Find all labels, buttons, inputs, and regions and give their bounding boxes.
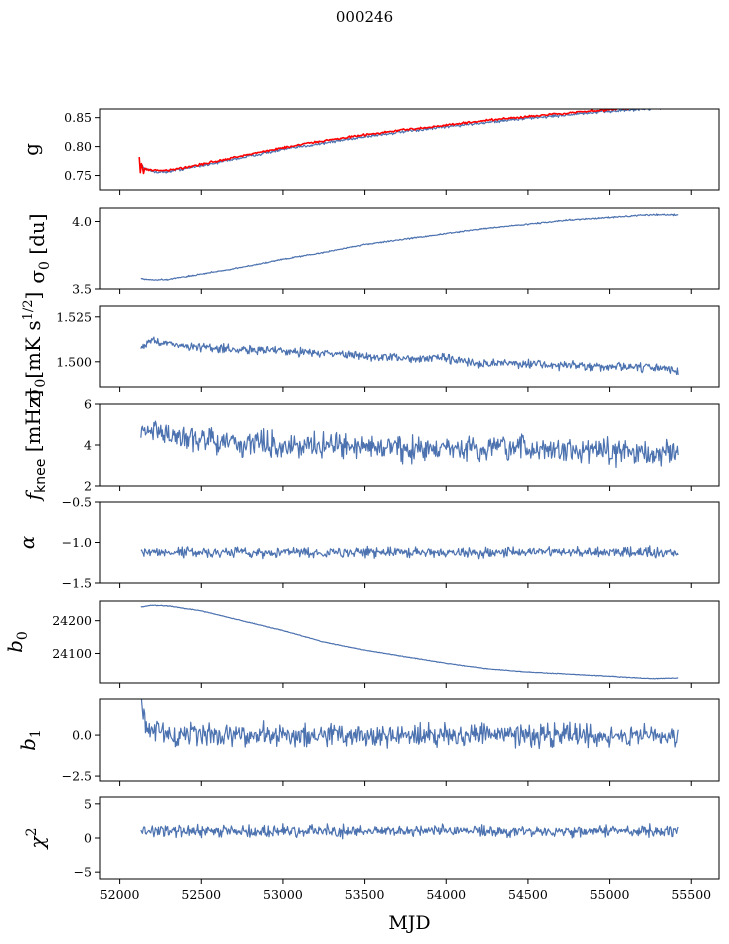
y-tick-label: 24100: [52, 646, 92, 661]
y-tick-label: −1.5: [62, 576, 92, 591]
x-tick-label: 54500: [508, 887, 548, 902]
series-line-b1: [140, 699, 679, 750]
y-tick-label: 0.85: [64, 110, 92, 125]
axes-frame: [99, 501, 720, 584]
axes-frame: [99, 698, 720, 782]
series-line-sigma0_mK: [140, 336, 679, 376]
series-line-fknee: [140, 420, 679, 469]
y-tick-label: −0.5: [62, 495, 92, 510]
y-axis-label-part: 1: [28, 729, 44, 738]
y-tick-label: 5: [84, 796, 92, 811]
y-axis-label-part: 0: [33, 379, 49, 388]
y-axis-label-part: [mK s: [21, 320, 45, 378]
x-axis-label: MJD: [388, 912, 430, 934]
y-tick-label: 1.525: [56, 309, 92, 324]
y-tick-label: 6: [84, 397, 92, 412]
y-tick-label: 1.500: [56, 354, 92, 369]
y-tick-label: 0.0: [72, 728, 92, 743]
axes-frame: [99, 305, 720, 388]
series-line-b0: [140, 604, 679, 680]
y-axis-label-part: knee: [33, 459, 49, 493]
axes-frame: [99, 796, 720, 880]
y-axis-label: α: [15, 535, 39, 549]
subplot-8: −5 0 5 52000 52500 53000 53500 54000 54500 55000 5…: [24, 796, 720, 902]
x-tick-label: 55000: [590, 887, 630, 902]
series-line-g model: [138, 109, 629, 175]
y-axis-label-part: [du]: [25, 213, 49, 261]
y-axis-label-part: 0: [37, 261, 53, 270]
y-axis-label-part: g: [19, 143, 43, 156]
subplot-2: 3.5 4.0 σ0 [du]: [25, 207, 720, 297]
y-tick-label: 2: [84, 479, 92, 494]
y-tick-label: −2.5: [62, 769, 92, 784]
series-line-chi2: [140, 823, 679, 840]
series-line-alpha: [140, 545, 679, 560]
y-axis-label-part: σ: [21, 387, 45, 401]
y-axis-label-part: [mHz]: [21, 390, 45, 459]
y-axis-label: σ0[mK s1/2]: [21, 292, 49, 402]
subplot-3: 1.500 1.525 σ0[mK s1/2]: [21, 292, 720, 402]
x-tick-label: 53500: [345, 887, 385, 902]
y-tick-label: −5: [74, 865, 92, 880]
y-tick-label: 4.0: [72, 214, 92, 229]
y-tick-label: 24200: [52, 613, 92, 628]
y-axis-label-part: b: [3, 640, 27, 653]
y-axis-label-part: 2: [24, 827, 40, 836]
y-axis-label: g: [19, 143, 43, 156]
y-axis-label-part: b: [16, 738, 40, 751]
y-axis-label-part: ]: [21, 292, 45, 300]
y-axis-label: b1: [16, 729, 44, 751]
subplot-4: 2 4 6 fknee [mHz]: [21, 390, 720, 503]
y-axis-label: σ0 [du]: [25, 213, 53, 283]
y-axis-label: χ2: [24, 827, 49, 850]
x-tick-label: 55500: [671, 887, 711, 902]
series-line-g: [140, 109, 668, 174]
y-tick-label: −1.0: [62, 535, 92, 550]
x-tick-label: 54000: [426, 887, 466, 902]
y-tick-label: 0: [84, 831, 92, 846]
y-axis-label: b0: [3, 631, 31, 653]
y-axis-label-part: σ: [25, 270, 49, 284]
subplot-7: −2.5 0.0 b1: [16, 698, 720, 786]
series-line-sigma0_du: [140, 213, 679, 281]
subplot-6: 24100 24200 b0: [3, 600, 720, 688]
figure-title: 000246: [335, 8, 394, 26]
y-tick-label: 4: [84, 438, 92, 453]
x-tick-label: 53000: [263, 887, 303, 902]
subplot-1: 0.75 0.80 0.85 g: [19, 108, 720, 195]
axes-frame: [99, 108, 720, 191]
y-axis-label-part: χ: [25, 835, 49, 851]
y-tick-label: 0.75: [64, 168, 92, 183]
y-axis-label-part: 0: [15, 631, 31, 640]
y-axis-label: fknee [mHz]: [21, 390, 49, 503]
axes-frame: [99, 600, 720, 684]
axes-frame: [99, 207, 720, 290]
y-axis-label-part: α: [15, 535, 39, 549]
y-tick-label: 0.80: [64, 139, 92, 154]
x-tick-label: 52500: [181, 887, 221, 902]
subplot-5: −1.5 −1.0 −0.5 α: [15, 495, 720, 591]
y-tick-label: 3.5: [72, 282, 92, 297]
x-tick-label: 52000: [100, 887, 140, 902]
y-axis-label-part: 1/2: [21, 299, 36, 320]
